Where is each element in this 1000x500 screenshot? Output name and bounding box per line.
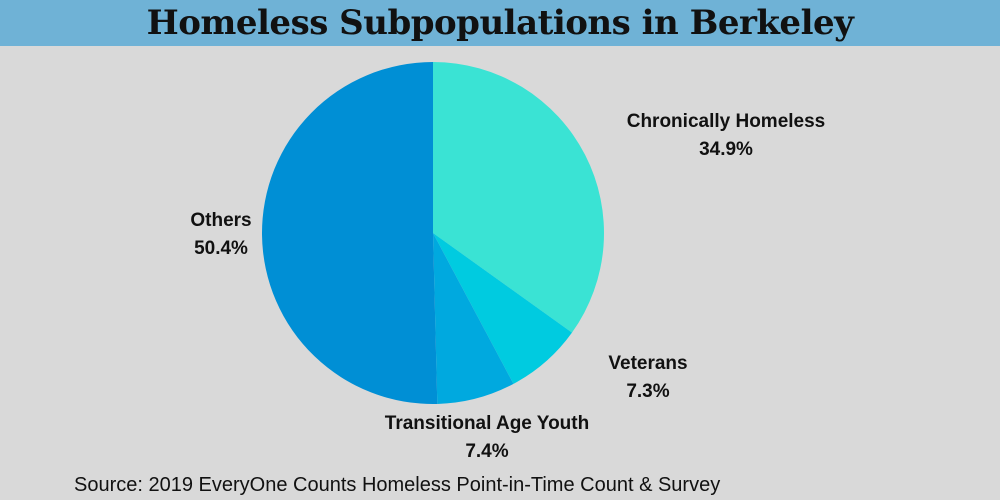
pie-slice-transitional-age-youth [433, 233, 514, 404]
label-chronically-homeless-value: 34.9% [699, 139, 753, 160]
label-veterans: Veterans 7.3% [608, 350, 687, 406]
label-transitional-age-youth-value: 7.4% [465, 441, 509, 462]
label-veterans-value: 7.3% [626, 381, 670, 402]
label-chronically-homeless: Chronically Homeless 34.9% [627, 108, 826, 164]
source-note: Source: 2019 EveryOne Counts Homeless Po… [74, 474, 721, 496]
label-veterans-name: Veterans [608, 353, 688, 374]
pie-slice-veterans [433, 233, 572, 384]
label-others-value: 50.4% [194, 238, 248, 259]
pie-slice-others [261, 62, 438, 404]
label-others-name: Others [190, 210, 252, 231]
label-transitional-age-youth-name: Transitional Age Youth [384, 413, 590, 434]
title-bar: Homeless Subpopulations in Berkeley [0, 0, 1000, 46]
pie-slice-chronically-homeless [433, 62, 604, 333]
chart-title: Homeless Subpopulations in Berkeley [146, 3, 854, 43]
label-transitional-age-youth: Transitional Age Youth 7.4% [385, 410, 589, 466]
label-chronically-homeless-name: Chronically Homeless [626, 111, 826, 132]
label-others: Others 50.4% [190, 207, 251, 263]
